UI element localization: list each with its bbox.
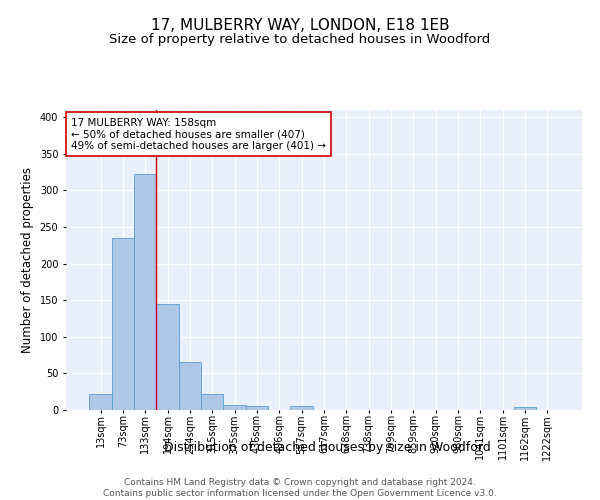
Bar <box>134 174 157 410</box>
Text: Size of property relative to detached houses in Woodford: Size of property relative to detached ho… <box>109 32 491 46</box>
Bar <box>89 394 112 410</box>
Bar <box>514 407 536 410</box>
Bar <box>223 405 246 410</box>
Text: Distribution of detached houses by size in Woodford: Distribution of detached houses by size … <box>164 441 490 454</box>
Text: 17, MULBERRY WAY, LONDON, E18 1EB: 17, MULBERRY WAY, LONDON, E18 1EB <box>151 18 449 32</box>
Text: 17 MULBERRY WAY: 158sqm
← 50% of detached houses are smaller (407)
49% of semi-d: 17 MULBERRY WAY: 158sqm ← 50% of detache… <box>71 118 326 150</box>
Bar <box>157 304 179 410</box>
Text: Contains HM Land Registry data © Crown copyright and database right 2024.
Contai: Contains HM Land Registry data © Crown c… <box>103 478 497 498</box>
Bar <box>201 394 223 410</box>
Bar <box>290 406 313 410</box>
Bar <box>112 238 134 410</box>
Bar <box>179 362 201 410</box>
Bar <box>246 406 268 410</box>
Y-axis label: Number of detached properties: Number of detached properties <box>21 167 34 353</box>
